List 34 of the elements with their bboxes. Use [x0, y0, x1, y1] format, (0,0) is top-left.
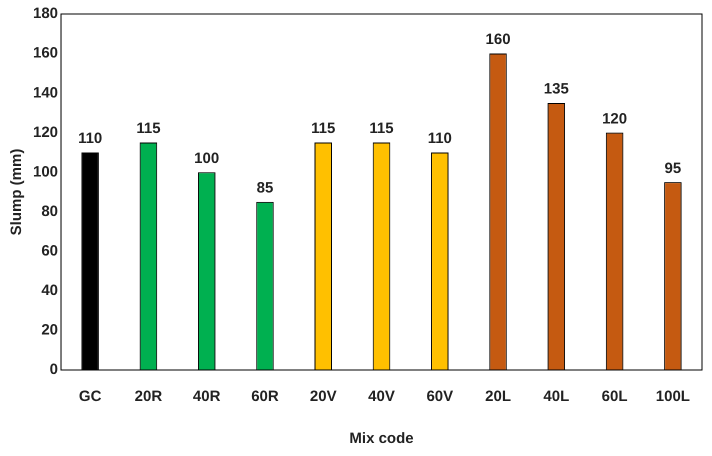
- x-tick-label: 60R: [251, 388, 279, 406]
- data-label: 160: [486, 31, 511, 48]
- x-axis-title: Mix code: [349, 430, 414, 448]
- data-label: 115: [311, 120, 336, 138]
- data-label: 100: [194, 150, 220, 167]
- data-label: 85: [256, 180, 274, 197]
- y-tick-label: 0: [50, 361, 58, 378]
- y-tick-label: 40: [41, 282, 58, 300]
- data-label: 110: [78, 130, 102, 148]
- x-tick-label: 40V: [368, 388, 395, 406]
- x-tick-label: 20L: [485, 388, 511, 406]
- data-label: 115: [136, 120, 161, 138]
- y-axis-title: Slump (mm): [8, 148, 26, 236]
- y-tick-label: 120: [32, 124, 58, 141]
- data-label: 135: [544, 80, 569, 98]
- data-label: 95: [664, 160, 682, 177]
- x-tick-label: 40R: [192, 388, 221, 406]
- x-tick-label: GC: [78, 388, 102, 406]
- y-tick-label: 180: [32, 5, 58, 22]
- y-tick-label: 20: [41, 322, 58, 339]
- y-tick-label: 80: [41, 202, 58, 220]
- x-tick-label: 20V: [310, 388, 337, 406]
- x-tick-label: 40L: [543, 388, 570, 406]
- x-tick-label: 100L: [656, 388, 690, 406]
- y-tick-label: 60: [41, 242, 58, 260]
- y-tick-label: 140: [32, 84, 58, 102]
- x-tick-label: 20R: [134, 388, 162, 406]
- y-tick-label: 160: [32, 44, 58, 62]
- data-label: 115: [369, 120, 394, 138]
- data-label: 120: [602, 110, 628, 128]
- x-tick-label: 60L: [602, 388, 628, 406]
- x-tick-label: 60V: [426, 388, 454, 406]
- data-label: 110: [428, 130, 452, 148]
- y-tick-label: 100: [32, 163, 58, 180]
